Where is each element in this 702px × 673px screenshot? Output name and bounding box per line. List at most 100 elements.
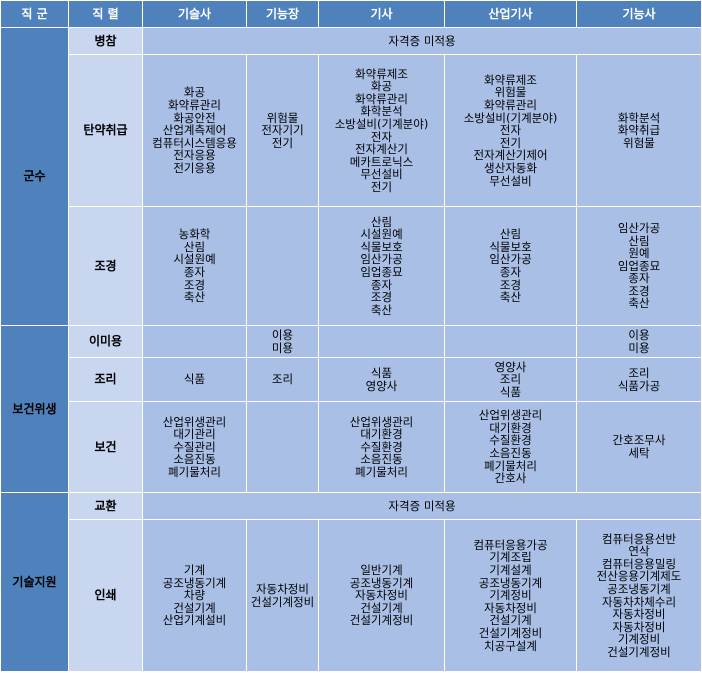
license-item: 조경 [370,290,393,305]
license-cell [246,206,319,326]
license-item: 시설원예 [173,252,216,267]
table-row: 기술지원 교환 자격증 미적용 [0,492,702,672]
license-item: 간호조무사 [612,433,666,448]
license-item: 자동차차체수리 [601,594,677,609]
license-item: 기계정비 [617,632,661,647]
table-row: 조리 식품 조리 식품 영양사 영양사 조리 식품 조리 식품가공 [1,357,702,402]
license-item: 화약류관리 [168,98,221,113]
merged-cell: 자격증 미적용 [142,492,702,520]
license-item: 소방설비(기계분야) [463,110,558,125]
license-item: 축산 [499,290,522,305]
license-item: 식물보호 [489,239,532,254]
license-cell: 임산가공 산림 원예 임업종묘 종자 조경 축산 [576,206,702,326]
header-cell: 기능사 [576,0,702,28]
license-cell: 조리 [246,357,319,402]
license-cell: 농화학 산림 시설원예 종자 조경 축산 [142,206,247,326]
license-item: 이용 [628,327,650,342]
license-cell: 화약류제조 화공 화약류관리 화학분석 소방설비(기계분야) 전자 전자계산기 메카트로닉스 무… [318,54,445,207]
license-cell: 화약류제조 위험물 화약류관리 소방설비(기계분야) 전자 전기 전자계산기제어 생산자동화 무… [444,54,577,207]
license-item: 컴퓨터응용선반 [601,531,677,546]
license-item: 조리 [271,372,294,387]
license-cell [142,325,247,358]
license-cell: 산림 식물보호 임산가공 종자 조경 축산 [444,206,577,326]
license-item: 조리 [499,372,522,387]
license-item: 화공안전 [173,110,216,125]
series-cell: 탄약취급 [68,54,143,207]
license-item: 조리 [628,365,650,380]
license-item: 컴퓨터응용가공 [473,537,548,552]
table-row: 인쇄 기계 공조냉동기계 차량 건설기계 산업기계설비 자동차정비 건설기계정비 일반기계 공조냉… [1,519,702,672]
license-cell: 이용 미용 [246,325,319,358]
table-row: 보건 산업위생관리 대기관리 수질관리 소음진동 폐기물처리 산업위생관리 대기환경 수질환경 소… [1,401,702,493]
license-item: 건설기계 [489,613,532,628]
license-item: 무선설비 [360,167,403,182]
license-item: 종자 [370,277,393,292]
license-cell: 이용 미용 [576,325,702,358]
license-item: 종자 [628,271,650,286]
license-item: 원예 [628,246,650,261]
license-cell [246,401,319,493]
license-cell: 조리 식품가공 [576,357,702,402]
license-item: 기계정비 [489,588,532,603]
license-item: 산업위생관리 [478,408,543,423]
license-item: 식품 [183,372,206,387]
license-cell: 위험물 전자기기 전기 [246,54,319,207]
license-item: 컴퓨터응용밀링 [601,556,677,571]
license-item: 생산자동화 [484,160,537,175]
license-item: 시설원예 [360,227,403,242]
series-cell: 보건 [68,401,143,493]
series-cell: 조경 [68,206,143,326]
license-item: 자동차정비 [612,607,666,622]
license-item: 수질환경 [360,439,403,454]
license-item: 산림 [370,214,393,229]
table-row: 조경 농화학 산림 시설원예 종자 조경 축산 산림 시설원예 식물보호 임산가공 임업종묘 종자 조경 축… [1,206,702,326]
series-cell: 병참 [68,27,143,55]
license-item: 치공구설계 [484,638,537,653]
license-item: 위험물 [266,110,299,125]
license-item: 미용 [271,340,294,355]
license-item: 소방설비(기계분야) [334,116,429,131]
group-cell: 보건위생 [0,325,69,493]
license-item: 전자계산기 [355,142,408,157]
license-item: 건설기계정비 [250,594,315,609]
license-item: 폐기물처리 [168,464,221,479]
header-cell: 기술사 [142,0,247,28]
license-item: 전기 [499,135,522,150]
license-item: 화공 [183,85,206,100]
license-item: 식품 [370,365,393,380]
license-cell [444,325,577,358]
header-cell: 기사 [318,0,445,28]
license-item: 연삭 [628,544,650,559]
license-item: 산업위생관리 [349,414,414,429]
table-body: 군수 병참 자격증 미적용 탄약취급 화공 화약류관리 화공안전 산업계측제어 컴퓨터시스템응용… [0,27,702,672]
license-item: 대기환경 [360,427,403,442]
license-item: 영양사 [494,359,527,374]
license-item: 건설기계정비 [607,644,671,659]
license-item: 전자 [370,129,393,144]
license-item: 임업종묘 [360,265,403,279]
license-cell: 산업위생관리 대기환경 수질환경 소음진동 폐기물처리 간호사 [444,401,577,493]
table-row: 보건위생 이미용 이용 미용 이용 미용 [0,325,702,493]
license-cell: 산업위생관리 대기환경 수질환경 소음진동 폐기물처리 [318,401,445,493]
license-item: 메카트로닉스 [349,154,414,169]
license-item: 자동차정비 [484,600,537,615]
license-cell: 간호조무사 세탁 [576,401,702,493]
license-item: 건설기계정비 [349,613,414,628]
license-item: 식물보호 [360,239,403,254]
license-cell: 컴퓨터응용가공 기계조립 기계설계 공조냉동기계 기계정비 자동차정비 건설기계 건설기계정비… [444,519,577,672]
license-item: 자동차정비 [355,588,408,603]
license-cell: 화학분석 화약취급 위험물 [576,54,702,207]
license-item: 전자계산기제어 [473,148,548,163]
license-cell: 산림 시설원예 식물보호 임산가공 임업종묘 종자 조경 축산 [318,206,445,326]
license-item: 산림 [499,227,522,242]
license-cell: 영양사 조리 식품 [444,357,577,402]
series-cell: 조리 [68,357,143,402]
license-item: 화공 [370,79,393,94]
license-item: 무선설비 [489,173,532,188]
license-item: 전자 [499,123,522,138]
license-item: 일반기계 [360,563,403,578]
header-cell: 산업기사 [444,0,577,28]
table-row: 탄약취급 화공 화약류관리 화공안전 산업계측제어 컴퓨터시스템응용 전자응용 전기응용 위험물… [1,54,702,207]
license-item: 화약류관리 [355,91,408,106]
license-item: 화학분석 [617,110,661,125]
